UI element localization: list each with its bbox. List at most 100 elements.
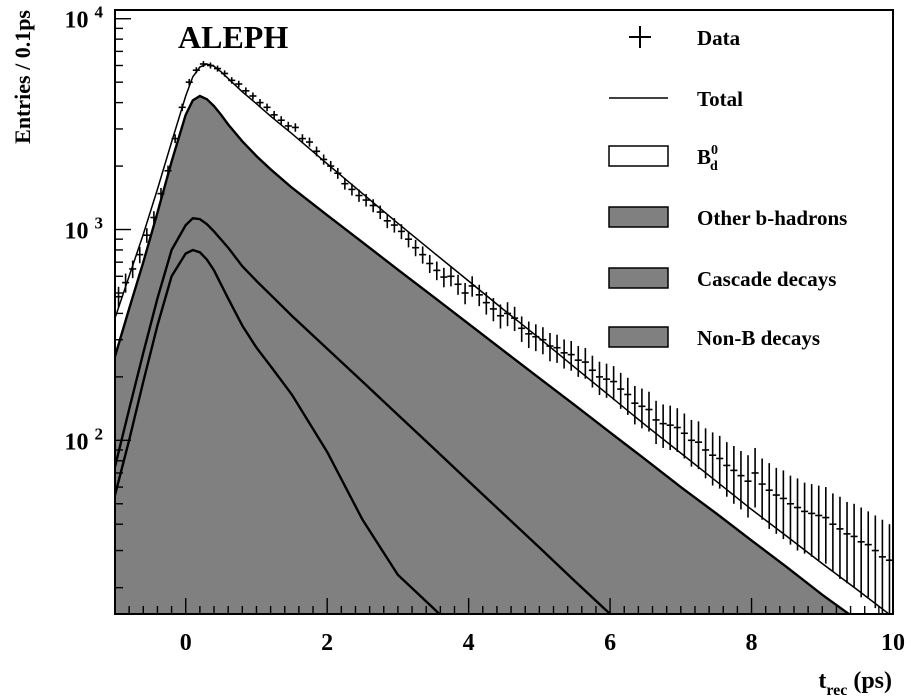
legend-label: Other b-hadrons: [697, 206, 847, 230]
data-point: [539, 327, 547, 355]
data-point: [199, 61, 207, 68]
data-point: [765, 463, 773, 529]
data-point: [567, 340, 575, 371]
data-point: [171, 134, 179, 144]
data-point: [885, 524, 893, 614]
legend-box-swatch: [608, 206, 669, 228]
data-point: [617, 372, 625, 409]
data-point: [192, 67, 200, 74]
data-point: [504, 302, 512, 327]
y-tick-label: 10 3: [65, 214, 104, 245]
data-point: [475, 284, 483, 307]
svg-text:trec(ps): trec (ps): [818, 668, 892, 696]
data-point: [129, 260, 137, 279]
data-point: [390, 218, 398, 233]
data-point: [228, 77, 236, 84]
data-point: [164, 165, 172, 177]
x-axis-ticks: 0 2 4 6 8 10: [114, 598, 905, 656]
data-point: [758, 458, 766, 520]
data-point: [426, 254, 434, 273]
data-point: [320, 154, 328, 165]
data-point: [249, 92, 257, 100]
data-point: [871, 515, 879, 609]
x-tick-label: 0: [180, 630, 192, 656]
legend-label: Cascade decays: [697, 267, 836, 291]
data-point: [150, 211, 158, 225]
legend-box-swatch: [608, 326, 669, 348]
legend-item: Other b-hadrons: [608, 206, 847, 230]
data-point: [603, 363, 611, 398]
data-point: [221, 70, 229, 77]
legend-label: B0 d: [697, 143, 718, 174]
chart-title: ALEPH: [178, 19, 288, 55]
data-point: [348, 183, 356, 196]
data-point: [532, 324, 540, 352]
data-point: [680, 413, 688, 459]
x-tick-label: 2: [321, 630, 333, 656]
y-axis-label: Entries / 0.1ps: [10, 10, 35, 144]
data-point: [362, 193, 370, 207]
x-tick-label: 6: [604, 630, 616, 656]
data-point: [850, 503, 858, 588]
curve-non-b-decays: [115, 248, 442, 614]
curve-other-b-hadrons: [115, 94, 851, 614]
x-tick-label: 4: [463, 630, 475, 656]
data-point: [454, 274, 462, 295]
data-point: [305, 137, 314, 147]
data-point: [277, 116, 285, 125]
legend-label: Total: [697, 87, 743, 111]
data-points: [115, 61, 893, 614]
data-point: [786, 475, 794, 545]
legend-item: Data: [629, 26, 741, 50]
data-point: [624, 377, 632, 415]
data-point: [772, 467, 780, 534]
data-point: [878, 519, 886, 614]
model-curves: [115, 63, 891, 614]
data-point: [369, 199, 377, 213]
x-tick-label: 10: [881, 630, 905, 656]
data-point: [143, 228, 151, 243]
data-point: [461, 282, 469, 305]
data-point: [327, 160, 335, 172]
data-point: [687, 419, 695, 467]
data-point: [489, 298, 497, 322]
data-point: [659, 404, 667, 448]
data-point: [433, 261, 441, 281]
data-point: [857, 507, 865, 598]
legend-item: Total: [609, 87, 743, 111]
legend-item: B0 d: [608, 143, 718, 174]
data-point: [652, 400, 660, 445]
legend-label: Data: [697, 26, 741, 50]
data-point: [822, 487, 830, 564]
data-point: [581, 348, 589, 379]
data-point: [638, 388, 646, 429]
data-point: [214, 65, 222, 72]
data-point: [447, 267, 455, 287]
data-point: [793, 478, 802, 551]
data-point: [334, 167, 342, 179]
data-point: [595, 361, 604, 396]
y-tick-label: 10 2: [65, 424, 104, 455]
data-point: [588, 355, 596, 388]
data-point: [256, 98, 264, 107]
data-point: [836, 496, 844, 579]
data-point: [115, 286, 123, 308]
data-point: [270, 110, 278, 119]
data-point: [744, 455, 752, 518]
plot-frame: [114, 9, 894, 615]
data-point: [673, 408, 681, 453]
data-point: [496, 304, 504, 329]
legend-box-swatch: [608, 267, 669, 289]
data-point: [702, 428, 710, 479]
data-point: [751, 447, 759, 508]
x-axis-label: trec (ps): [818, 668, 892, 696]
data-point: [355, 189, 363, 202]
data-point: [482, 292, 490, 315]
data-point: [843, 501, 851, 584]
data-point: [709, 432, 717, 486]
data-point: [313, 146, 321, 157]
x-axis-label-subscript: rec: [826, 682, 847, 696]
data-point: [525, 321, 533, 349]
data-point: [235, 80, 243, 88]
